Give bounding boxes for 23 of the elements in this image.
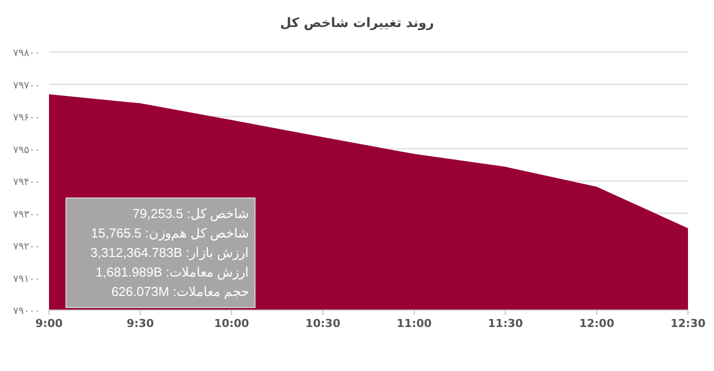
annotation: ارزش بازار: 3,312,364.783B: [90, 245, 249, 261]
y-tick-label: ۷۹۸۰۰: [13, 48, 40, 59]
y-tick-label: ۷۹۵۰۰: [13, 144, 40, 156]
annotation: شاخص کل هم‌وزن: 15,765.5: [90, 226, 249, 242]
y-tick-label: ۷۹۱۰۰: [13, 274, 40, 285]
y-tick-label: ۷۹۲۰۰: [13, 242, 40, 252]
y-tick-label: ۷۹۷۰۰: [13, 80, 40, 92]
x-tick-label: 11:00: [396, 317, 432, 330]
x-tick-label: 10:00: [214, 317, 250, 330]
x-tick-label: 11:30: [488, 317, 524, 330]
x-tick-label: 10:30: [305, 317, 341, 330]
x-tick-label: 12:30: [670, 317, 706, 330]
y-tick-label: ۷۹۴۰۰: [13, 177, 40, 188]
y-tick-label: ۷۹۶۰۰: [13, 112, 40, 124]
x-tick-label: 12:00: [579, 317, 615, 330]
x-tick-label: 9:00: [35, 317, 64, 330]
annotation: حجم معاملات: 626.073M: [111, 284, 249, 300]
x-tick-label: 9:30: [126, 317, 154, 330]
annotation: ارزش معاملات: 1,681.989B: [96, 264, 249, 280]
y-tick-label: ۷۹۰۰۰: [13, 306, 40, 317]
chart-title: روند تغییرات شاخص کل: [280, 16, 434, 31]
annotation: شاخص کل: 79,253.5: [132, 206, 249, 222]
y-tick-label: ۷۹۳۰۰: [13, 209, 40, 220]
